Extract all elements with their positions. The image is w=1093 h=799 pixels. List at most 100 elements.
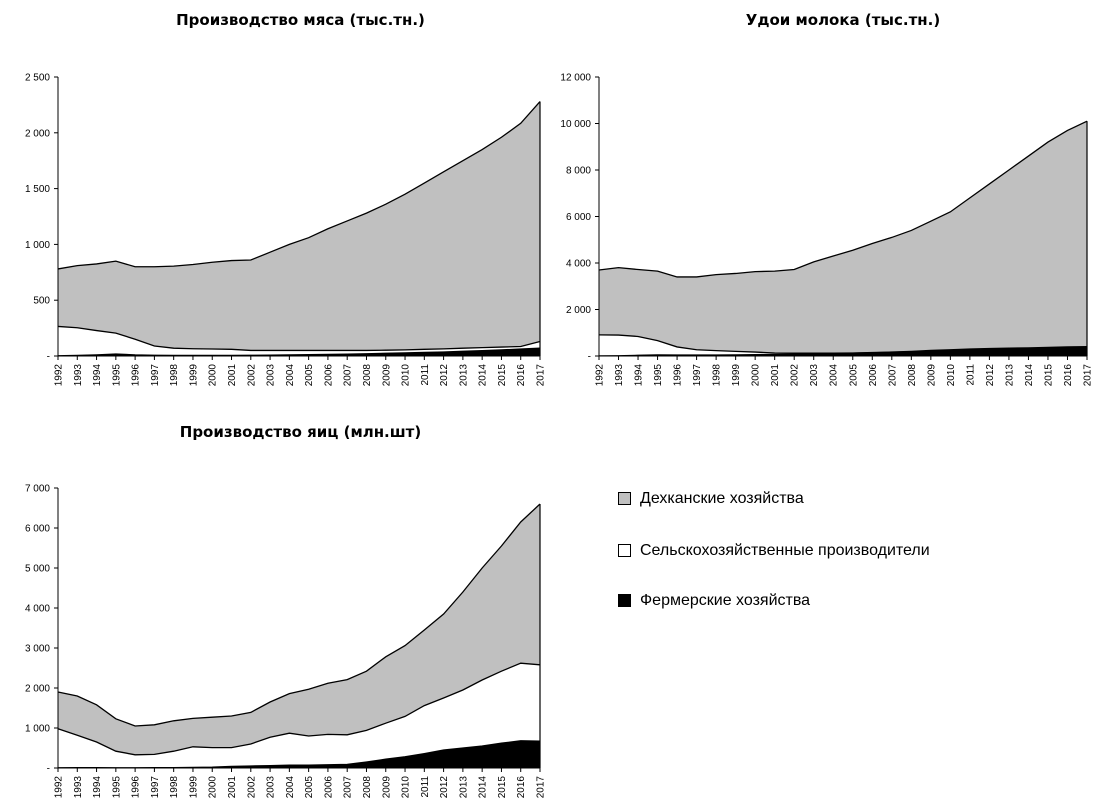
x-tick-label-meat: 1994 [92,364,103,387]
y-tick-label-milk: 4 000 [566,259,591,270]
x-tick-label-meat: 2012 [439,364,450,387]
area-dehkan-milk [599,121,1087,354]
x-tick-label-eggs: 2008 [362,776,373,799]
y-tick-label-eggs: 2 000 [25,684,50,695]
y-tick-label-eggs: 4 000 [25,604,50,615]
x-tick-label-milk: 2015 [1043,364,1054,387]
area-agri-producers-milk [599,334,1087,356]
area-dehkan-eggs [58,504,540,755]
y-tick-label-eggs: - [47,764,50,775]
line-agri-producers-milk [598,334,1088,354]
legend-label-agri-producers: Сельскохозяйственные производители [640,542,930,559]
y-tick-label-milk: 2 000 [566,305,591,316]
x-tick-label-meat: 2006 [323,364,334,387]
area-farmers-milk [599,347,1087,356]
x-tick-label-milk: 1998 [712,364,723,387]
x-tick-label-meat: 2017 [536,364,547,387]
x-tick-label-eggs: 1997 [150,776,161,799]
y-tick-label-eggs: 6 000 [25,524,50,535]
x-tick-label-meat: 2008 [362,364,373,387]
x-tick-label-meat: 2007 [343,364,354,387]
area-farmers-meat [58,348,540,356]
x-tick-label-milk: 1993 [614,364,625,387]
x-tick-label-eggs: 2009 [381,776,392,799]
chart-eggs: - 1 000 2 000 3 000 4 000 5 000 6 000 7 000 1992… [25,484,547,799]
chart-meat: - 500 1 000 1 500 2 000 2 500 1992 1993 1994 1995… [25,73,547,387]
x-tick-label-eggs: 2003 [266,776,277,799]
x-tick-label-milk: 2003 [809,364,820,387]
y-tick-label-meat: - [47,352,50,363]
line-agri-producers-meat [57,325,541,352]
x-tick-label-eggs: 2013 [458,776,469,799]
x-tick-label-meat: 2003 [266,364,277,387]
x-tick-label-meat: 2004 [285,364,296,387]
y-tick-label-milk: - [588,352,591,363]
chart-title-meat: Производство мяса (тыс.тн.) [176,11,425,29]
x-tick-label-milk: 2005 [848,364,859,387]
chart-milk: - 2 000 4 000 6 000 8 000 10 000 12 000 1992 199… [560,73,1093,387]
legend-swatch-dehkan [618,492,631,505]
y-tick-label-meat: 500 [33,296,50,307]
x-tick-label-eggs: 2005 [304,776,315,799]
line-dehkan-milk [598,120,1088,278]
x-tick-label-milk: 1997 [692,364,703,387]
x-tick-label-meat: 2013 [458,364,469,387]
x-tick-label-milk: 2000 [751,364,762,387]
y-tick-label-meat: 2 500 [25,73,50,84]
x-tick-label-eggs: 2007 [343,776,354,799]
x-tick-label-meat: 2005 [304,364,315,387]
legend-swatch-agri-producers [618,544,631,557]
x-tick-label-eggs: 1992 [54,776,65,799]
y-tick-label-eggs: 3 000 [25,644,50,655]
chart-title-milk: Удои молока (тыс.тн.) [745,11,941,29]
x-tick-label-milk: 1995 [653,364,664,387]
y-tick-label-meat: 1 000 [25,240,50,251]
x-tick-label-milk: 1996 [673,364,684,387]
x-tick-label-eggs: 2014 [478,776,489,799]
x-tick-label-meat: 2002 [246,364,257,387]
x-tick-label-eggs: 2006 [323,776,334,799]
line-dehkan-eggs [57,503,541,727]
x-tick-label-milk: 1992 [595,364,606,387]
x-tick-label-meat: 1998 [169,364,180,387]
x-tick-label-milk: 2006 [868,364,879,387]
x-tick-label-milk: 2012 [985,364,996,387]
x-tick-label-milk: 2016 [1063,364,1074,387]
chart-title-eggs: Производство яиц (млн.шт) [179,423,422,441]
x-tick-label-milk: 2009 [926,364,937,387]
x-tick-label-meat: 1996 [131,364,142,387]
x-tick-label-eggs: 2011 [420,776,431,798]
x-tick-label-meat: 2011 [420,364,431,386]
x-tick-label-meat: 2015 [497,364,508,387]
y-tick-label-eggs: 1 000 [25,724,50,735]
x-tick-label-eggs: 2001 [227,776,238,799]
x-tick-label-meat: 2000 [208,364,219,387]
x-tick-label-eggs: 2012 [439,776,450,799]
x-tick-label-milk: 2007 [887,364,898,387]
x-tick-label-milk: 2013 [1004,364,1015,387]
x-tick-label-eggs: 2010 [401,776,412,799]
x-tick-label-milk: 2004 [829,364,840,387]
x-tick-label-meat: 2009 [381,364,392,387]
line-dehkan-meat [57,101,541,270]
y-tick-label-meat: 1 500 [25,184,50,195]
x-tick-label-milk: 1999 [731,364,742,387]
x-tick-label-eggs: 2017 [536,776,547,799]
y-tick-label-eggs: 5 000 [25,564,50,575]
x-tick-label-milk: 1994 [634,364,645,387]
x-tick-label-meat: 1995 [111,364,122,387]
x-tick-label-meat: 1997 [150,364,161,387]
x-tick-label-eggs: 1999 [188,776,199,799]
y-tick-label-milk: 8 000 [566,166,591,177]
x-tick-label-eggs: 2000 [208,776,219,799]
legend-swatch-farmers [618,594,631,607]
x-tick-label-meat: 2014 [478,364,489,387]
x-tick-label-eggs: 2002 [246,776,257,799]
x-tick-label-milk: 2008 [907,364,918,387]
x-tick-label-meat: 1993 [73,364,84,387]
legend-label-farmers: Фермерские хозяйства [640,592,811,609]
line-agri-producers-eggs [57,662,541,756]
x-tick-label-milk: 2001 [770,364,781,387]
x-tick-label-milk: 2011 [965,364,976,386]
x-tick-label-meat: 2010 [401,364,412,387]
